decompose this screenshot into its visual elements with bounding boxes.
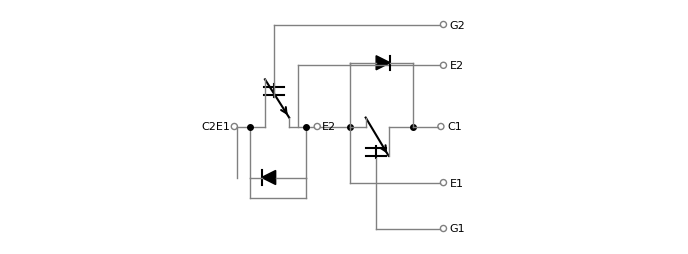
Text: G2: G2 xyxy=(450,20,466,30)
Text: E2: E2 xyxy=(450,61,464,71)
Polygon shape xyxy=(261,171,276,185)
Text: E1: E1 xyxy=(450,178,464,188)
Text: E2: E2 xyxy=(322,122,336,132)
Text: C2E1: C2E1 xyxy=(202,122,230,132)
Polygon shape xyxy=(376,57,390,71)
Text: G1: G1 xyxy=(450,224,466,234)
Text: C1: C1 xyxy=(447,122,462,132)
